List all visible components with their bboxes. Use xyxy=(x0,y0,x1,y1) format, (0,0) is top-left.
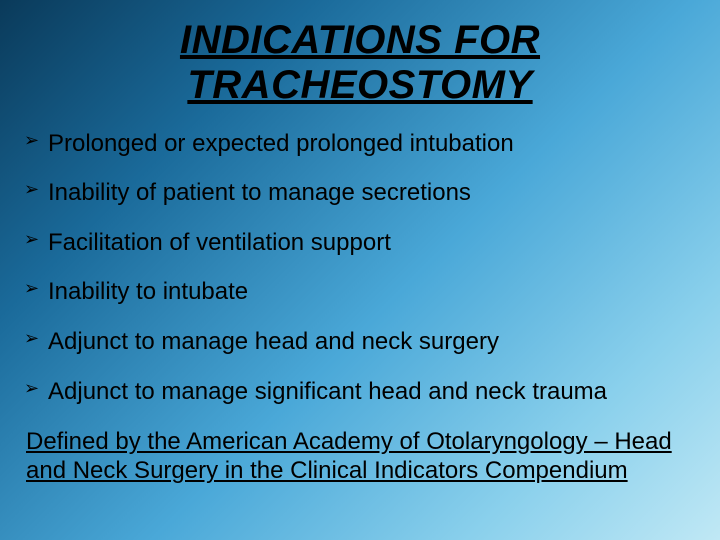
bullet-list: Prolonged or expected prolonged intubati… xyxy=(24,130,696,406)
bullet-item: Inability of patient to manage secretion… xyxy=(24,179,692,207)
bullet-item: Prolonged or expected prolonged intubati… xyxy=(24,130,692,158)
bullet-item: Adjunct to manage significant head and n… xyxy=(24,378,692,406)
slide-title: INDICATIONS FOR TRACHEOSTOMY xyxy=(24,18,696,108)
footer-text: Defined by the American Academy of Otola… xyxy=(24,427,696,486)
slide: INDICATIONS FOR TRACHEOSTOMY Prolonged o… xyxy=(0,0,720,540)
bullet-item: Inability to intubate xyxy=(24,278,692,306)
bullet-item: Facilitation of ventilation support xyxy=(24,229,692,257)
bullet-item: Adjunct to manage head and neck surgery xyxy=(24,328,692,356)
